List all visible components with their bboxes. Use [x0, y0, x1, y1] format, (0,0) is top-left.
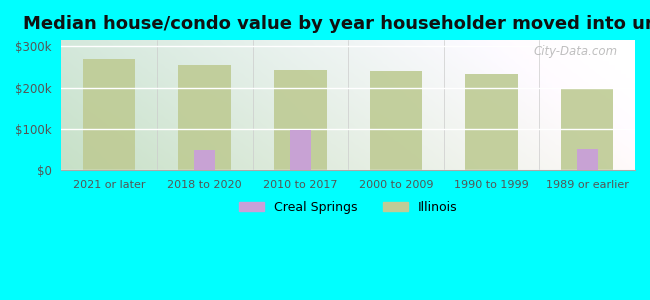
- Bar: [465, 74, 518, 170]
- Bar: [290, 130, 311, 170]
- Text: City-Data.com: City-Data.com: [534, 45, 618, 58]
- Bar: [274, 70, 327, 170]
- Bar: [561, 88, 614, 170]
- Bar: [179, 65, 231, 170]
- Bar: [577, 149, 598, 170]
- Bar: [370, 71, 422, 170]
- Bar: [194, 150, 215, 170]
- Legend: Creal Springs, Illinois: Creal Springs, Illinois: [234, 196, 462, 219]
- Title: Median house/condo value by year householder moved into unit: Median house/condo value by year househo…: [23, 15, 650, 33]
- Bar: [83, 59, 135, 170]
